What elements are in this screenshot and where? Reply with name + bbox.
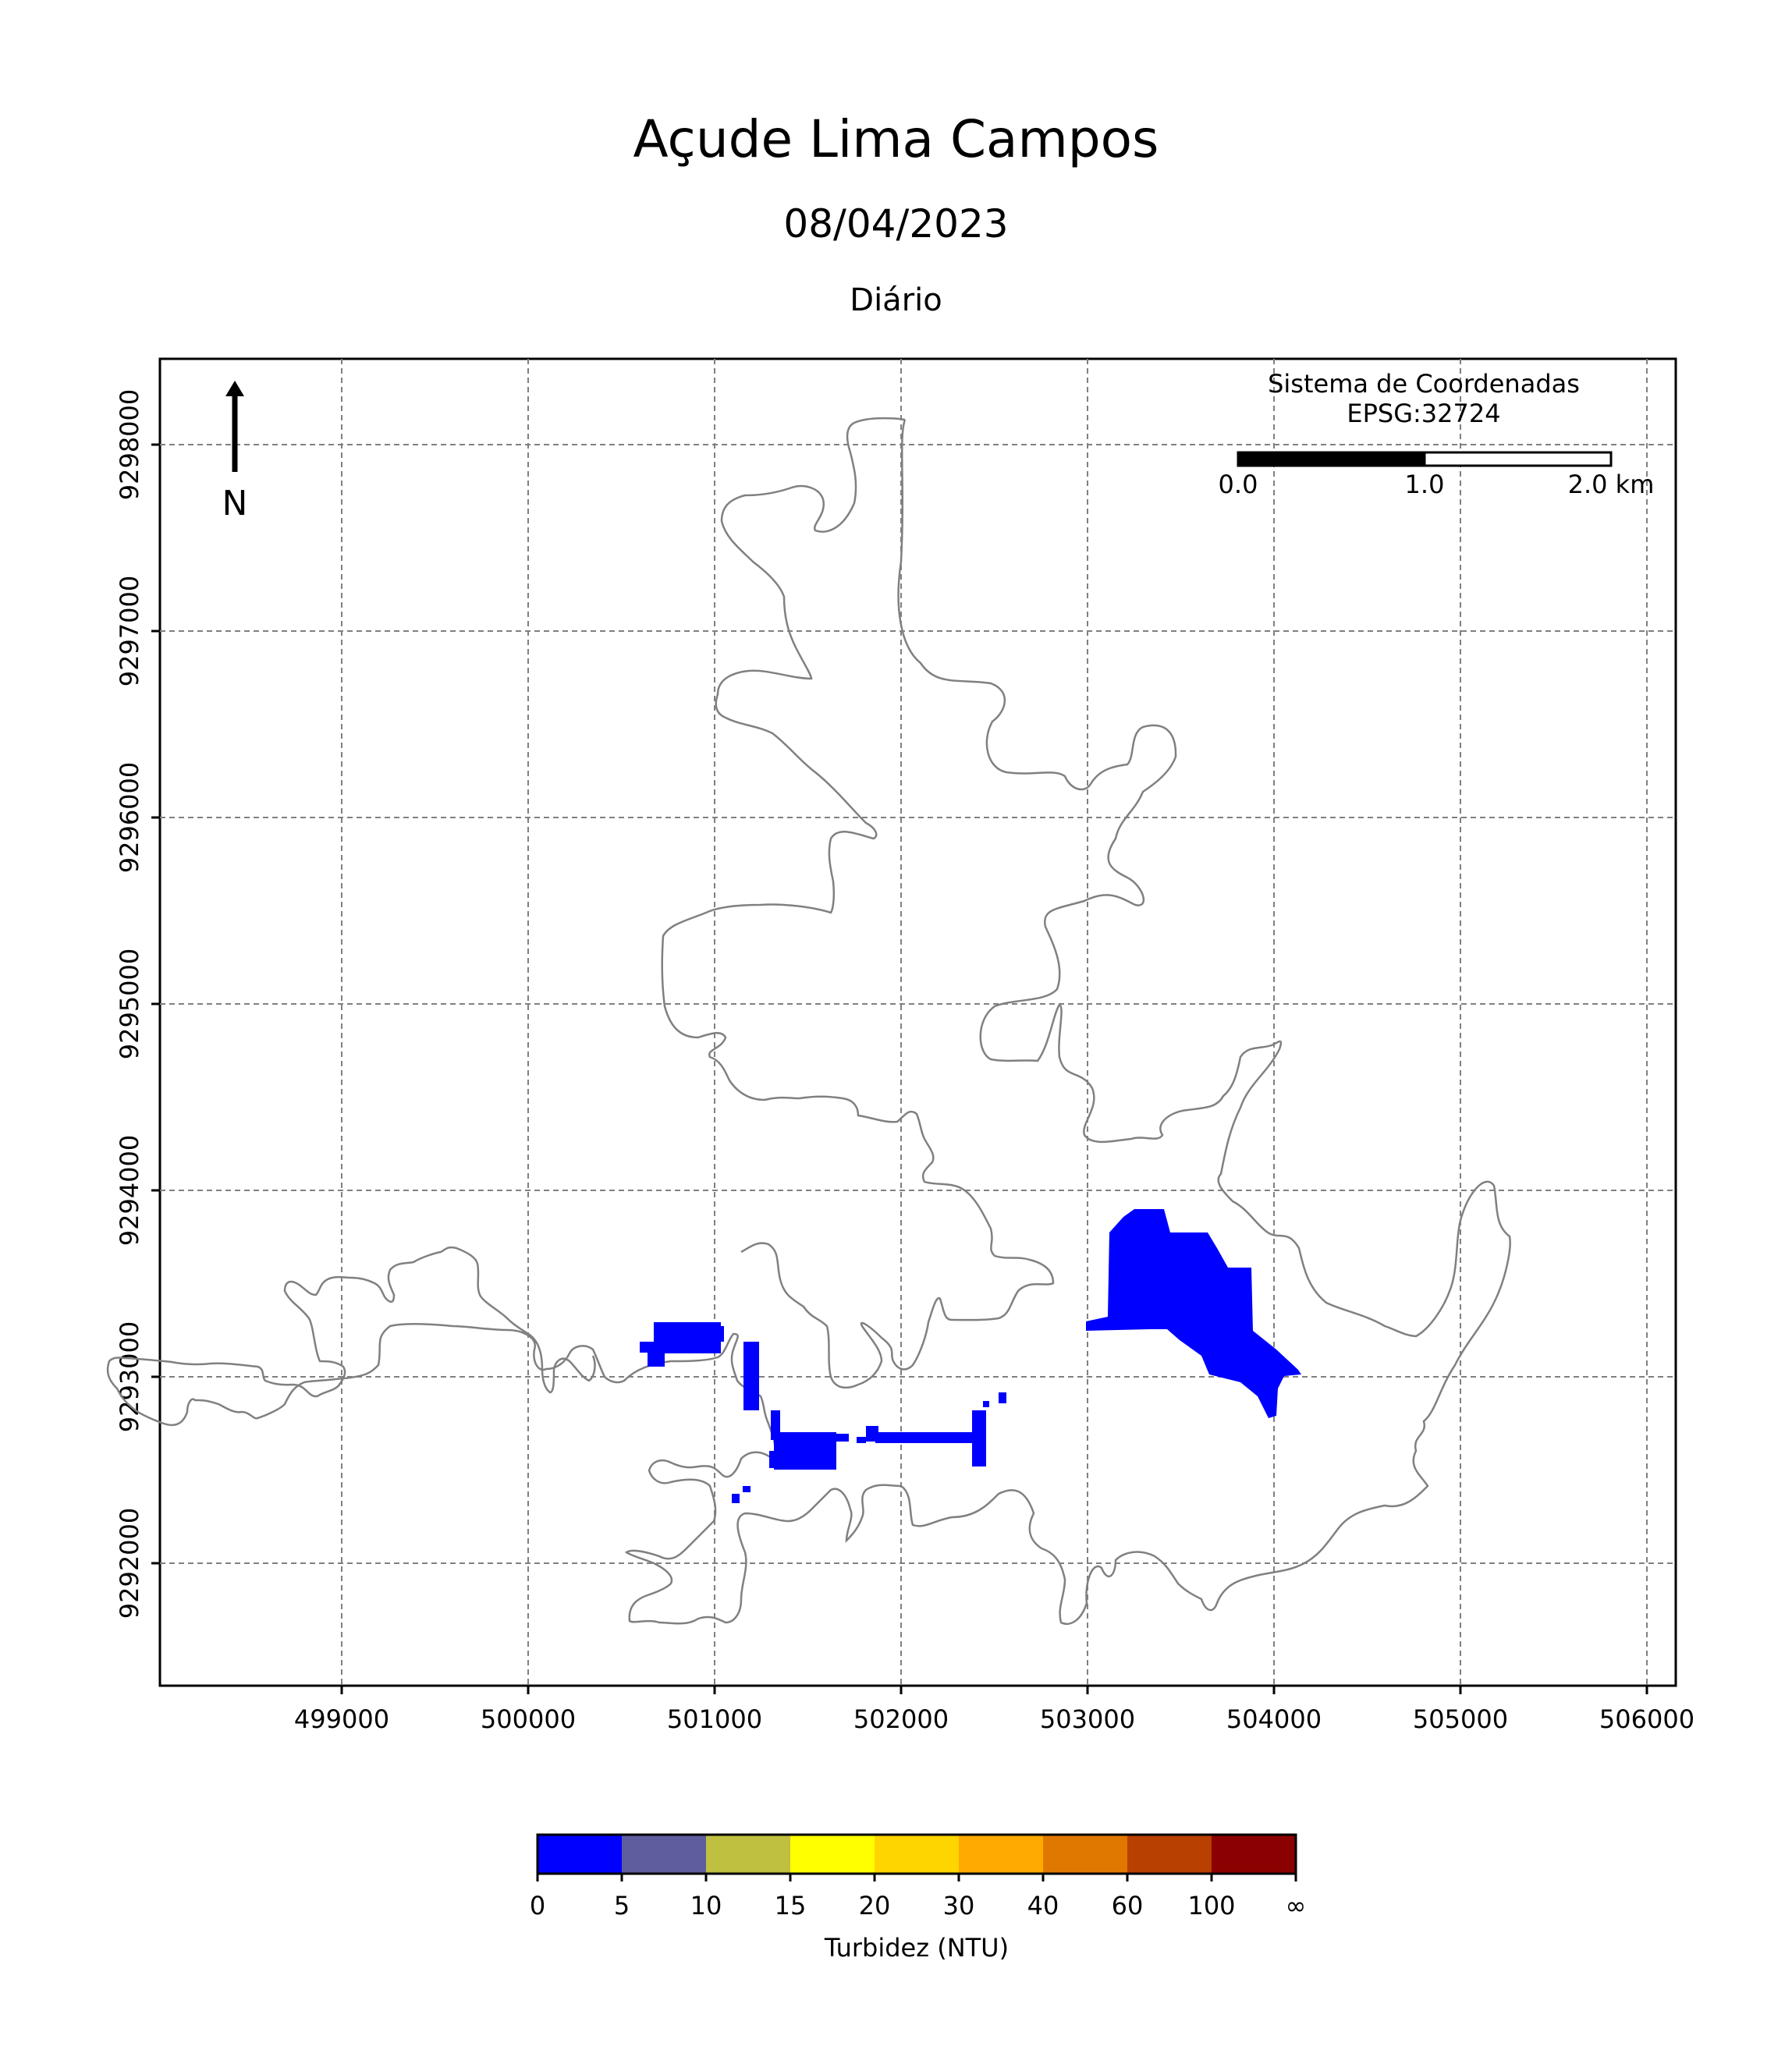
y-tick-label: 9298000 — [115, 389, 144, 501]
x-tick-label: 500000 — [481, 1704, 576, 1734]
colorbar-tick-label: 100 — [1187, 1891, 1235, 1920]
colorbar-frame — [536, 1833, 1297, 1875]
colorbar-swatch — [706, 1835, 791, 1874]
colorbar-tick-label: 60 — [1112, 1891, 1144, 1920]
colorbar-ticks: 0 5 10 15 20 30 40 60 100 ∞ — [530, 1874, 1307, 1920]
reservoir-outline — [661, 417, 1055, 1389]
x-tick-label: 499000 — [294, 1704, 389, 1734]
scalebar — [1237, 451, 1613, 467]
y-tick-label: 9294000 — [115, 1135, 144, 1247]
y-tick-label: 9293000 — [115, 1321, 144, 1433]
map-title: Açude Lima Campos — [633, 109, 1159, 169]
colorbar-tick-label: ∞ — [1286, 1891, 1307, 1920]
colorbar-label: Turbidez (NTU) — [824, 1933, 1009, 1963]
x-tick-label: 505000 — [1413, 1704, 1508, 1734]
scalebar-label: 1.0 — [1405, 470, 1445, 499]
x-tick-label: 504000 — [1226, 1704, 1322, 1734]
colorbar-swatch — [1043, 1835, 1128, 1874]
turbidity-water-pixels — [640, 1209, 1301, 1503]
colorbar-tick-label: 0 — [530, 1891, 545, 1920]
grid-lines — [160, 359, 1676, 1686]
map-frame — [158, 357, 1677, 1687]
colorbar-tick-label: 40 — [1027, 1891, 1059, 1920]
reservoir-outline — [106, 419, 1511, 1625]
colorbar-swatch — [1212, 1835, 1297, 1874]
y-tick-label: 9296000 — [115, 762, 144, 874]
y-tick-label: 9297000 — [115, 576, 144, 687]
x-tick-label: 502000 — [853, 1704, 949, 1734]
colorbar-swatch — [622, 1835, 707, 1874]
y-tick-label: 9295000 — [115, 949, 144, 1060]
north-arrow-icon — [225, 381, 244, 472]
y-tick-label: 9292000 — [115, 1508, 144, 1619]
colorbar-tick-label: 5 — [614, 1891, 630, 1920]
scalebar-label: 2.0 km — [1568, 470, 1655, 499]
tick-marks — [151, 443, 1648, 1694]
colorbar-swatch — [959, 1835, 1044, 1874]
colorbar-tick-label: 30 — [943, 1891, 975, 1920]
colorbar — [538, 1835, 1297, 1874]
x-tick-label: 501000 — [667, 1704, 762, 1734]
colorbar-tick-label: 20 — [859, 1891, 891, 1920]
crs-title: Sistema de Coordenadas — [1268, 369, 1580, 399]
map-date: 08/04/2023 — [783, 201, 1009, 246]
scalebar-label: 0.0 — [1219, 470, 1258, 499]
north-arrow-label: N — [222, 484, 248, 523]
colorbar-swatch — [875, 1835, 960, 1874]
colorbar-tick-label: 15 — [775, 1891, 807, 1920]
colorbar-tick-label: 10 — [690, 1891, 722, 1920]
colorbar-swatch — [790, 1835, 875, 1874]
colorbar-swatch — [1127, 1835, 1212, 1874]
map-subtitle: Diário — [850, 282, 942, 318]
x-tick-label: 503000 — [1040, 1704, 1135, 1734]
crs-code: EPSG:32724 — [1347, 399, 1500, 428]
x-tick-label: 506000 — [1599, 1704, 1694, 1734]
colorbar-swatch — [538, 1835, 623, 1874]
